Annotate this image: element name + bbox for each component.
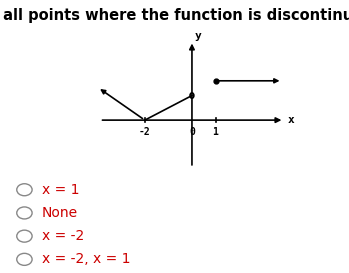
Text: x = 1: x = 1 [42,183,79,197]
Text: x = -2: x = -2 [42,229,84,243]
Text: x: x [288,115,295,125]
Text: None: None [42,206,78,220]
Text: Find all points where the function is discontinuous.: Find all points where the function is di… [0,8,349,23]
Text: 0: 0 [189,127,195,137]
Text: x = -2, x = 1: x = -2, x = 1 [42,252,131,266]
Text: 1: 1 [213,127,218,137]
Text: -2: -2 [139,127,151,137]
Text: y: y [195,31,201,41]
